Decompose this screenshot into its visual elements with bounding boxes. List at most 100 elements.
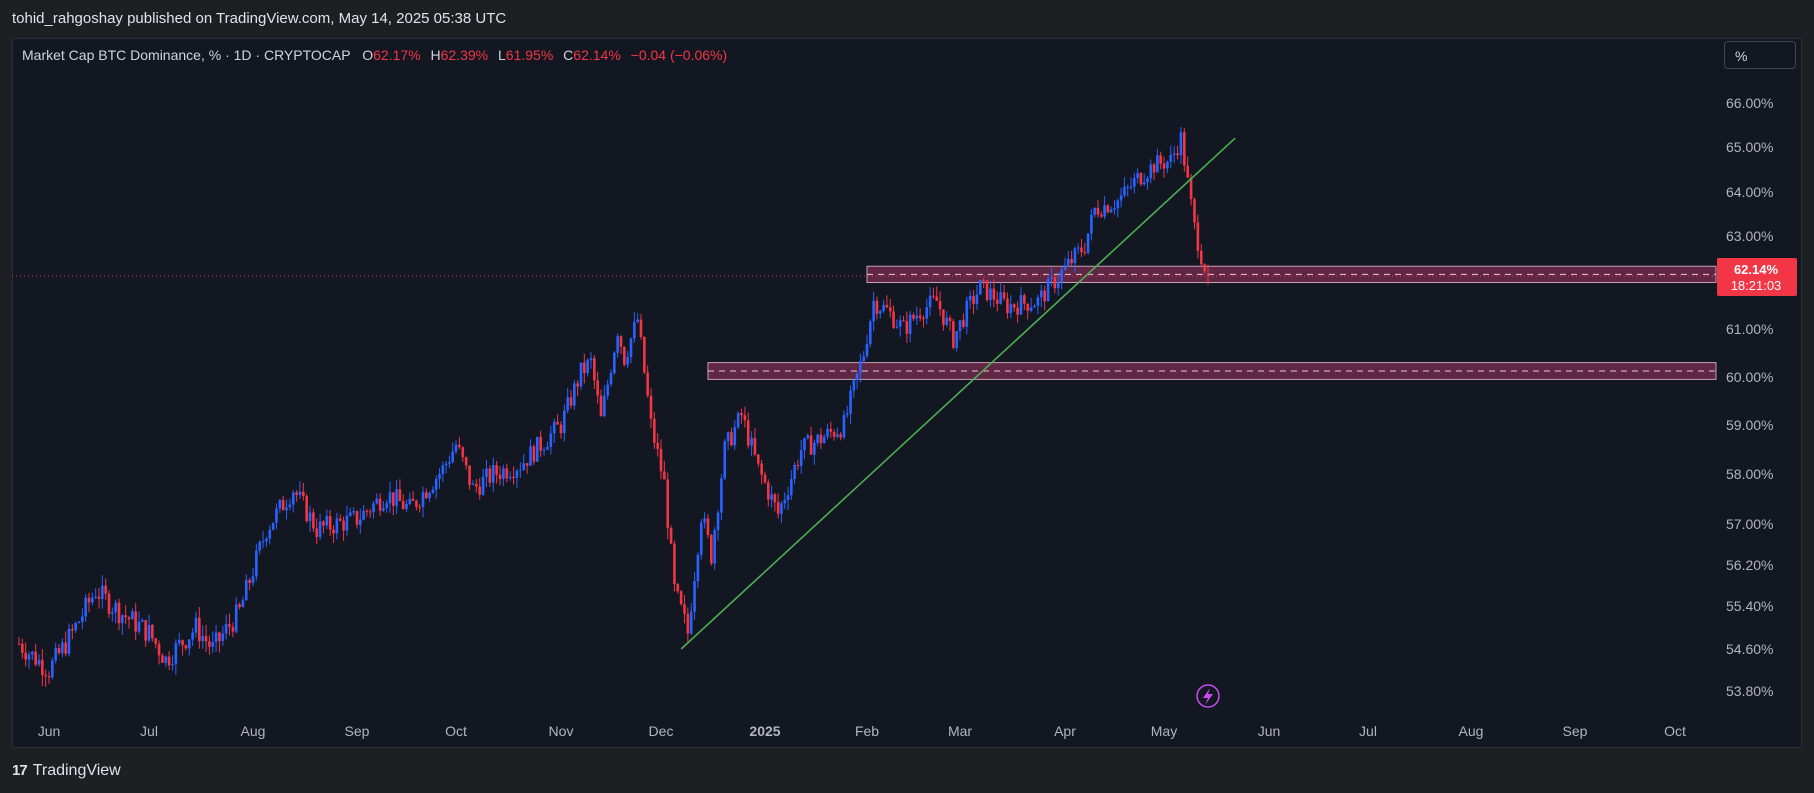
candle-body [1012,304,1016,308]
candle-body [1070,258,1073,264]
candle-body [1019,295,1023,315]
candle-body [928,295,932,308]
candle [1083,242,1087,256]
candle-body [208,641,211,647]
candle [845,405,849,418]
candle-body [121,615,124,624]
candle-body [111,612,114,614]
candle-body [468,465,471,485]
candle [454,440,458,455]
candle [1096,199,1100,218]
candle-body [464,457,468,466]
candle-body [522,463,526,470]
candle [542,446,546,456]
candle-body [646,372,649,396]
candle [1070,250,1073,267]
candle-body [693,581,696,612]
candle-body [999,292,1002,304]
uptrend-line[interactable] [680,137,1236,650]
candle-body [157,643,161,656]
candle [948,315,952,331]
candle [750,431,753,457]
candle [408,492,412,506]
x-tick-label: Oct [1664,723,1686,739]
candle [41,648,44,686]
tradingview-logo[interactable]: 17 TradingView [12,760,121,782]
symbol-title[interactable]: Market Cap BTC Dominance, % · 1D · CRYPT… [22,47,351,63]
candle-body [992,288,996,300]
candle-body [54,648,57,661]
candle-body [1060,269,1063,282]
candle [1046,274,1050,302]
candle [325,509,329,530]
candle-body [251,576,255,583]
candle [928,287,932,317]
candle-body [174,643,178,665]
candle-body [184,645,188,649]
x-tick-label: May [1151,723,1177,739]
candle [131,608,134,620]
candle-body [392,492,395,506]
candle-body [869,321,872,345]
candle-body [1176,153,1179,156]
candle [859,353,862,383]
event-flash-icon[interactable] [1196,684,1220,708]
candle-body [878,310,882,314]
candle [71,624,74,640]
candle-body [816,434,819,443]
candle-body [982,279,986,281]
candle-body [599,395,603,417]
candle [1152,162,1156,181]
candle-body [204,636,208,642]
candle-body [1046,278,1050,302]
candle-body [673,543,676,585]
candle-body [261,541,265,543]
candle [1162,156,1166,178]
candle-body [84,597,87,617]
candle-body [315,528,319,537]
candle [1050,268,1053,287]
percent-scale-button[interactable]: % [1724,41,1796,69]
candle-body [355,511,359,525]
x-tick-label: Feb [855,723,879,739]
chart-frame [12,38,1802,748]
candle-body [57,648,61,654]
candle-body [898,320,902,327]
candle-body [221,633,225,642]
candle [938,291,942,317]
candle-body [676,584,680,592]
candle [599,389,603,417]
candle-body [325,516,329,526]
y-tick-label: 66.00% [1726,95,1773,111]
candle [869,319,872,348]
candle-body [117,602,121,624]
candle-body [669,528,673,544]
candle-body [796,465,800,467]
candle [1166,160,1169,174]
candle-body [1033,305,1036,308]
footer-bar [0,750,1814,793]
candle-body [485,468,488,477]
candle [855,372,859,390]
candle-body [852,380,856,391]
candle-body [1169,154,1173,162]
candle [1012,303,1016,312]
candle-body [892,311,895,328]
candle-body [1186,165,1190,178]
candle-body [328,516,332,530]
candle-body [1179,132,1183,156]
candle-body [539,436,542,451]
candle-body [829,428,833,432]
candle-body [194,617,198,633]
candle-body [17,643,21,645]
x-tick-label: Oct [445,723,467,739]
candle [958,320,962,341]
candle [224,614,228,640]
candle-body [776,502,780,514]
candle [760,459,763,485]
candle-body [786,495,790,501]
candle-body [322,521,325,526]
candle-body [1193,199,1196,223]
candle-body [1103,205,1106,217]
